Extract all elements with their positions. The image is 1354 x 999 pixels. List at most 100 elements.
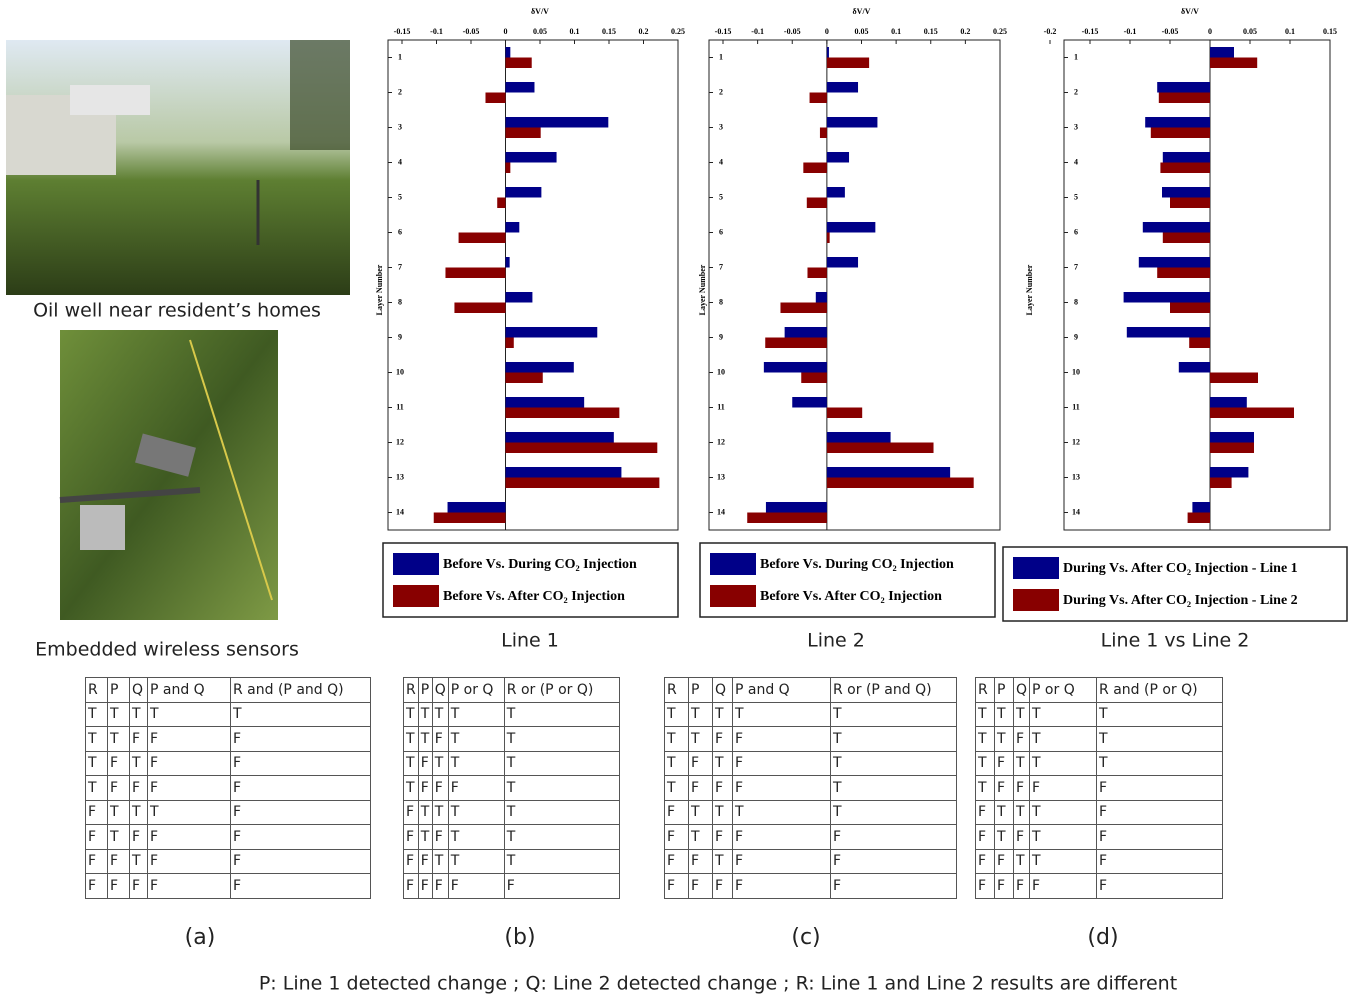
row: FFFFF xyxy=(86,874,371,899)
header-cell: R xyxy=(976,678,995,703)
y-axis-label: Layer Number xyxy=(698,264,707,315)
bar xyxy=(827,233,830,244)
cell: T xyxy=(404,751,419,776)
header-cell: Q xyxy=(713,678,733,703)
cell: F xyxy=(1030,874,1097,899)
y-tick-label: 7 xyxy=(398,262,402,271)
cell: F xyxy=(148,825,231,850)
x-tick-label: 0.2 xyxy=(960,27,970,36)
y-tick-label: 4 xyxy=(1074,157,1078,166)
cell: T xyxy=(448,800,504,825)
bar xyxy=(506,47,511,58)
cell: T xyxy=(448,751,504,776)
cell: T xyxy=(1030,751,1097,776)
bar xyxy=(485,93,505,104)
y-axis-label: Layer Number xyxy=(375,264,384,315)
cell: F xyxy=(1097,874,1223,899)
legend-label: Before Vs. After CO₂ Injection xyxy=(760,589,942,604)
y-tick-label: 1 xyxy=(719,52,723,61)
y-tick-label: 5 xyxy=(1074,192,1078,201)
cell: F xyxy=(1014,776,1030,801)
cell: F xyxy=(665,800,689,825)
bar xyxy=(1170,198,1210,209)
truth-table: RPQP or QR and (P or Q)TTTTTTTFTTTFTTTTF… xyxy=(975,677,1223,899)
plot-frame xyxy=(709,40,1000,530)
cell: T xyxy=(831,727,957,752)
chart-caption: Line 1 vs Line 2 xyxy=(1101,630,1250,652)
bar xyxy=(454,303,505,314)
bar xyxy=(506,128,541,139)
cell: T xyxy=(1014,800,1030,825)
x-tick-label: -0.05 xyxy=(784,27,801,36)
header-cell: R xyxy=(665,678,689,703)
y-tick-label: 6 xyxy=(719,227,723,236)
bar xyxy=(810,93,827,104)
row: FTTTF xyxy=(86,800,371,825)
chart-caption: Line 1 xyxy=(501,630,559,652)
cell: F xyxy=(404,825,419,850)
bar xyxy=(764,362,827,373)
cell: F xyxy=(831,874,957,899)
x-tick-label: -0.15 xyxy=(1082,27,1099,36)
cell: F xyxy=(148,751,231,776)
x-tick-label: 0 xyxy=(825,27,829,36)
cell: F xyxy=(995,776,1014,801)
cell: T xyxy=(831,800,957,825)
legend-label: Before Vs. During CO₂ Injection xyxy=(760,557,954,572)
legend-label: Before Vs. During CO₂ Injection xyxy=(443,557,637,572)
bar xyxy=(827,117,878,128)
cell: T xyxy=(665,751,689,776)
bar xyxy=(506,257,510,268)
bar xyxy=(827,222,875,233)
bar xyxy=(827,432,891,443)
cell: T xyxy=(418,825,432,850)
cell: F xyxy=(432,874,448,899)
bar xyxy=(1139,257,1210,268)
bar xyxy=(448,502,506,513)
cell: F xyxy=(995,874,1014,899)
cell: T xyxy=(713,751,733,776)
header-cell: P xyxy=(995,678,1014,703)
cell: F xyxy=(86,874,108,899)
cell: F xyxy=(995,849,1014,874)
cell: T xyxy=(404,776,419,801)
x-tick-label: -0.2 xyxy=(1044,27,1057,36)
bar xyxy=(820,128,827,139)
y-tick-label: 7 xyxy=(1074,262,1078,271)
cell: F xyxy=(976,849,995,874)
bar xyxy=(1210,58,1257,69)
header-cell: Q xyxy=(1014,678,1030,703)
bar xyxy=(1179,362,1210,373)
cell: F xyxy=(1097,800,1223,825)
bar xyxy=(827,187,845,198)
legend-swatch xyxy=(393,553,439,575)
cell: T xyxy=(130,751,148,776)
bar xyxy=(766,502,827,513)
photo-sensors xyxy=(60,330,278,620)
cell: T xyxy=(108,702,130,727)
cell: T xyxy=(1097,702,1223,727)
bar xyxy=(506,408,620,419)
bar xyxy=(506,163,511,174)
cell: T xyxy=(448,702,504,727)
cell: T xyxy=(995,825,1014,850)
bar xyxy=(1210,478,1232,489)
cell: F xyxy=(148,776,231,801)
y-tick-label: 8 xyxy=(398,297,402,306)
cell: T xyxy=(665,776,689,801)
x-tick-label: -0.1 xyxy=(751,27,764,36)
cell: F xyxy=(689,751,713,776)
cell: T xyxy=(86,727,108,752)
cell: T xyxy=(713,800,733,825)
cell: T xyxy=(995,702,1014,727)
cell: T xyxy=(504,849,619,874)
cell: T xyxy=(831,702,957,727)
bar xyxy=(1163,152,1210,163)
row: FFTFF xyxy=(86,849,371,874)
bar xyxy=(1210,432,1254,443)
cell: F xyxy=(86,849,108,874)
cell: T xyxy=(432,800,448,825)
cell: F xyxy=(665,825,689,850)
cell: F xyxy=(432,727,448,752)
